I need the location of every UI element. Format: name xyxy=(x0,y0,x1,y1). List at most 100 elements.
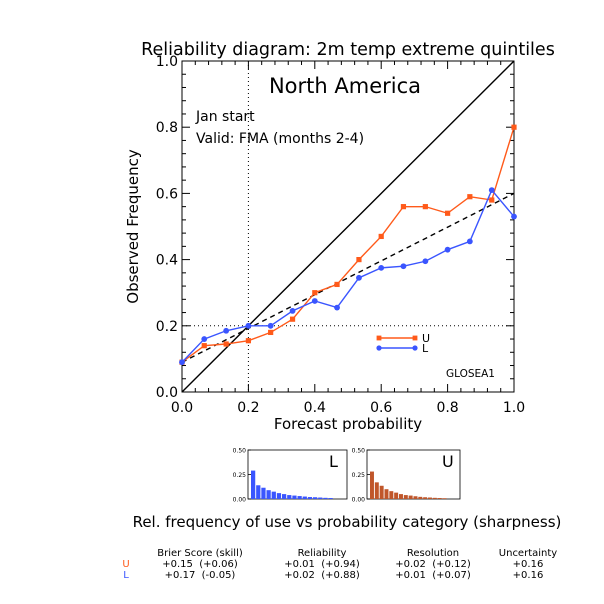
histogram-U-bar xyxy=(423,497,428,499)
y-axis-label: Observed Frequency xyxy=(124,149,142,304)
score-cell: +0.02 (+0.88) xyxy=(284,570,360,581)
x-tick-label: 1.0 xyxy=(503,400,525,416)
x-tick-label: 0.8 xyxy=(436,400,458,416)
series-L-point xyxy=(378,264,385,271)
series-L-point xyxy=(267,322,274,329)
legend-L-label: L xyxy=(422,342,429,355)
main-plot: 0.00.0 0.2 0.2 0.4 0.4 0.6 0.6 0.8 0.8 1.0 1.0 Fore… xyxy=(124,54,525,433)
series-U-point xyxy=(356,257,362,263)
histogram-U-bar xyxy=(374,482,379,499)
score-cell: +0.02 (+0.12) xyxy=(395,559,471,570)
sharpness-caption: Rel. frequency of use vs probability cat… xyxy=(133,513,562,531)
legend-L-marker xyxy=(376,345,382,351)
score-row-U-label: U xyxy=(122,559,129,570)
score-cell: +0.15 (+0.06) xyxy=(162,559,238,570)
series-U-point xyxy=(334,281,340,288)
histogram-U: 0.50 0.25 0.00 U xyxy=(352,448,461,504)
histogram-L-bar xyxy=(307,497,313,499)
histogram-y-tick-label: 0.50 xyxy=(352,448,366,455)
series-U-point xyxy=(511,124,517,130)
sharpness-histograms: 0.50 0.25 0.00 L 0.50 0.25 0.00 U xyxy=(233,448,461,504)
legend-L-marker xyxy=(412,345,418,351)
x-tick-label: 0.6 xyxy=(370,400,392,416)
series-U-point xyxy=(201,343,207,349)
score-cell: +0.01 (+0.94) xyxy=(284,559,360,570)
series-U-point xyxy=(245,338,251,344)
histogram-y-tick-label: 0.25 xyxy=(233,472,247,479)
histogram-U-bar xyxy=(428,497,432,499)
legend-U-marker xyxy=(412,335,418,341)
series-U-point xyxy=(489,197,495,203)
histogram-U-bar xyxy=(442,498,447,499)
x-axis-label: Forecast probability xyxy=(274,415,422,433)
histogram-L-bar xyxy=(302,496,307,499)
x-tick-label: 0.4 xyxy=(304,400,326,416)
start-label: Jan start xyxy=(195,109,255,125)
series-L-point xyxy=(422,258,429,265)
series-L-point xyxy=(245,322,252,329)
histogram-U-bar xyxy=(379,485,384,499)
histogram-U-bar xyxy=(437,498,442,499)
score-header: Resolution xyxy=(407,548,459,559)
series-L-point xyxy=(444,246,451,253)
series-L-point xyxy=(356,274,362,281)
histogram-U-bar xyxy=(389,491,394,499)
histogram-L-bar xyxy=(313,497,318,499)
legend-U-marker xyxy=(376,335,382,341)
series-L-point xyxy=(179,359,185,366)
histogram-U-bar xyxy=(432,497,437,499)
histogram-U-label: U xyxy=(442,452,454,471)
histogram-L-bar xyxy=(266,490,271,499)
histogram-U-bar xyxy=(370,471,374,499)
plot-frame xyxy=(181,60,515,393)
perfect-reliability-line xyxy=(181,60,515,393)
histogram-L-bar xyxy=(318,497,323,499)
fit-line xyxy=(181,192,515,363)
series-U-point xyxy=(400,204,407,210)
series-U-point xyxy=(467,194,473,200)
histogram-L-bar xyxy=(271,491,276,499)
chart-title: Reliability diagram: 2m temp extreme qui… xyxy=(141,40,555,60)
series-L-point xyxy=(201,336,208,342)
valid-label: Valid: FMA (months 2-4) xyxy=(196,131,364,147)
series-U-point xyxy=(289,316,296,322)
score-header: Brier Score (skill) xyxy=(157,548,243,559)
score-cell: +0.16 xyxy=(513,559,544,570)
series-L-point xyxy=(311,298,318,304)
x-tick-label: 0.2 xyxy=(237,400,259,416)
y-tick-label: 1.0 xyxy=(156,54,178,70)
series-L-point xyxy=(511,213,517,220)
y-tick-label: 0.8 xyxy=(156,120,178,136)
histogram-U-bar xyxy=(418,496,423,499)
series-U-point xyxy=(223,341,229,347)
histogram-L-bar xyxy=(276,493,282,499)
histogram-U-bar xyxy=(384,489,389,499)
histogram-L-bar xyxy=(328,498,333,499)
histogram-L-bar xyxy=(323,497,328,499)
score-table: Brier Score (skill) Reliability Resolution… xyxy=(122,548,557,581)
histogram-L-bar xyxy=(292,495,297,499)
histogram-y-tick-label: 0.25 xyxy=(352,472,366,479)
histogram-L: 0.50 0.25 0.00 L xyxy=(233,448,348,504)
series-U-point xyxy=(422,204,428,210)
y-tick-label: 0.0 xyxy=(156,385,178,401)
model-label: GLOSEA1 xyxy=(446,368,495,380)
histogram-L-bar xyxy=(256,485,261,499)
histogram-y-tick-label: 0.00 xyxy=(352,497,366,504)
histogram-L-bar xyxy=(297,496,302,499)
histogram-U-bar xyxy=(394,492,399,499)
histogram-L-label: L xyxy=(329,452,338,471)
y-tick-label: 0.2 xyxy=(156,319,178,335)
histogram-y-tick-label: 0.00 xyxy=(233,497,247,504)
histogram-U-bar xyxy=(413,496,418,499)
x-tick-label: 0.0 xyxy=(171,400,193,416)
y-tick-label: 0.4 xyxy=(156,253,178,269)
series-L-point xyxy=(289,308,296,314)
score-cell: +0.17 (-0.05) xyxy=(165,570,236,581)
histogram-L-bar xyxy=(287,495,292,499)
histogram-U-bar xyxy=(403,495,408,499)
histogram-U-bar xyxy=(408,495,413,499)
score-cell: +0.01 (+0.07) xyxy=(395,570,471,581)
series-L-line xyxy=(181,188,515,363)
